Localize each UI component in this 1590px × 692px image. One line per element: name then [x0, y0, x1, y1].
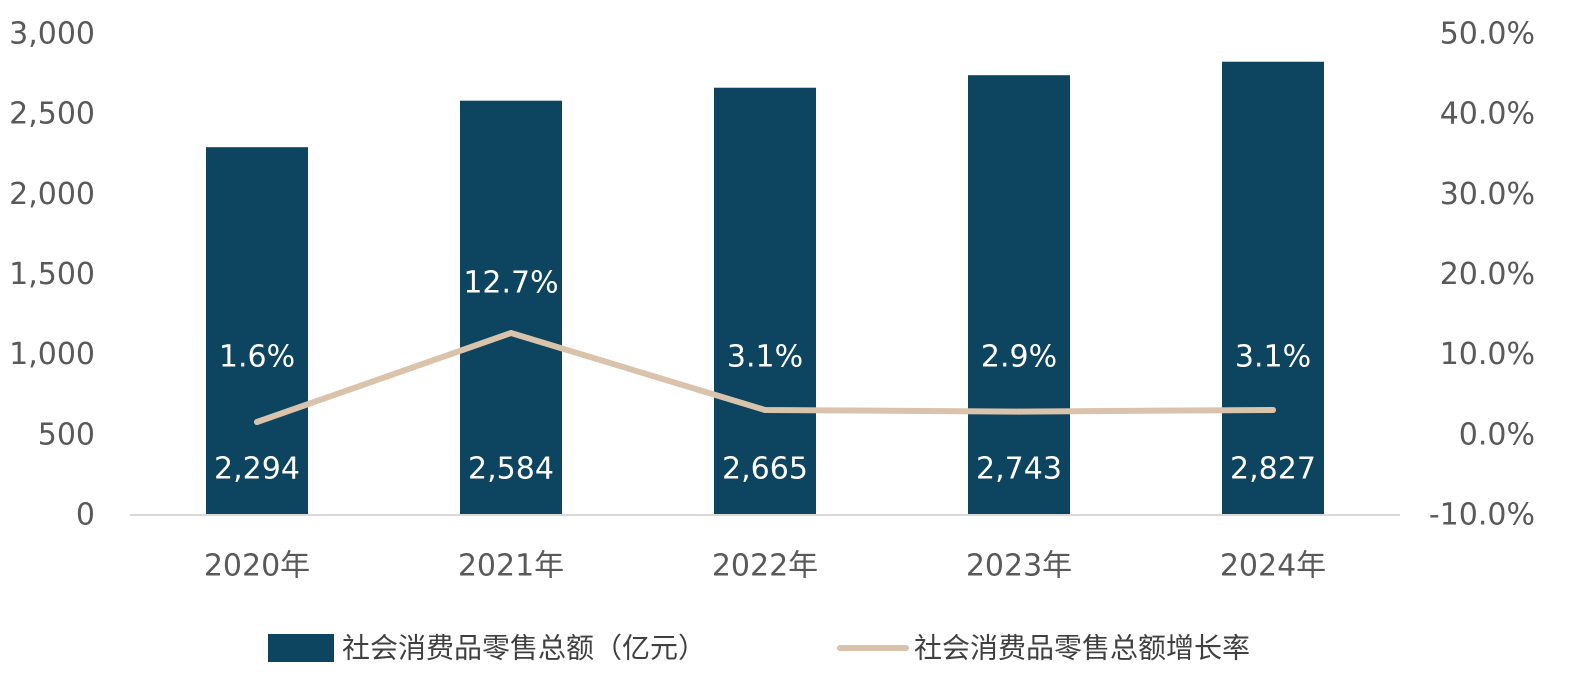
bar [1222, 61, 1324, 515]
x-tick-label: 2024年 [1220, 549, 1326, 584]
x-tick-label: 2021年 [458, 549, 564, 584]
y-right-tick-label: 10.0% [1440, 337, 1535, 372]
growth-rate-label: 2.9% [981, 340, 1057, 375]
legend-bar-label: 社会消费品零售总额（亿元） [342, 632, 706, 665]
bar-value-label: 2,743 [976, 452, 1062, 487]
growth-rate-label: 1.6% [219, 340, 295, 375]
x-tick-label: 2022年 [712, 549, 818, 584]
y-right-tick-label: 0.0% [1459, 417, 1535, 452]
y-left-tick-label: 1,500 [9, 257, 95, 292]
y-left-tick-label: 500 [38, 417, 95, 452]
legend-bar-swatch [268, 634, 334, 662]
bar-value-label: 2,827 [1230, 452, 1316, 487]
growth-rate-label: 3.1% [1235, 340, 1311, 375]
growth-rate-point [1016, 408, 1022, 415]
growth-rate-point [508, 330, 514, 337]
x-tick-label: 2023年 [966, 549, 1072, 584]
growth-rate-label: 3.1% [727, 340, 803, 375]
bar [206, 147, 308, 516]
bar-value-label: 2,294 [214, 452, 300, 487]
bar [968, 75, 1070, 516]
growth-rate-label: 12.7% [463, 266, 558, 301]
legend-line-label: 社会消费品零售总额增长率 [914, 632, 1250, 665]
growth-rate-point [1270, 406, 1276, 413]
growth-rate-point [762, 406, 768, 413]
bar-value-label: 2,584 [468, 452, 554, 487]
y-left-tick-label: 2,500 [9, 97, 95, 132]
bar-value-label: 2,665 [722, 452, 808, 487]
y-right-tick-label: -10.0% [1429, 498, 1535, 533]
y-left-tick-label: 2,000 [9, 177, 95, 212]
y-left-tick-label: 1,000 [9, 337, 95, 372]
y-right-tick-label: 30.0% [1440, 177, 1535, 212]
y-right-tick-label: 20.0% [1440, 257, 1535, 292]
x-tick-label: 2020年 [204, 549, 310, 584]
y-right-tick-label: 50.0% [1440, 17, 1535, 52]
growth-rate-point [254, 419, 260, 426]
bar [460, 100, 562, 515]
bar [714, 87, 816, 515]
y-left-tick-label: 0 [76, 498, 95, 533]
y-left-tick-label: 3,000 [9, 17, 95, 52]
y-right-tick-label: 40.0% [1440, 97, 1535, 132]
